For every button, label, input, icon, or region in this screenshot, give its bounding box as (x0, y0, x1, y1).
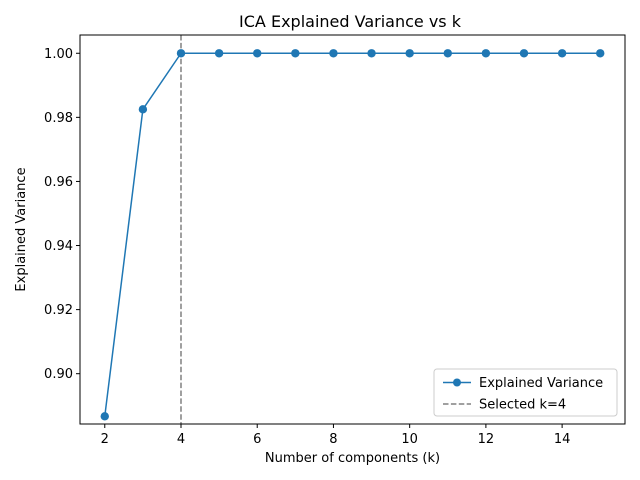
data-point (329, 49, 338, 58)
y-tick-label: 0.92 (44, 303, 73, 318)
y-tick-label: 1.00 (44, 47, 73, 62)
axes-frame (79, 34, 626, 425)
chart-title: ICA Explained Variance vs k (239, 12, 462, 31)
data-point (443, 49, 452, 58)
y-tick-label: 0.96 (44, 175, 73, 190)
data-point (519, 49, 529, 58)
legend-entry-selected-k: Selected k=4 (479, 398, 566, 413)
x-axis-title: Number of components (k) (265, 451, 440, 466)
data-point (291, 49, 300, 58)
data-point (100, 412, 109, 421)
legend: Explained Variance Selected k=4 (433, 368, 618, 417)
y-tick-label: 0.94 (44, 239, 73, 254)
y-tick-label: 0.98 (44, 111, 73, 126)
plot-area (100, 35, 605, 424)
x-tick-label: 10 (401, 432, 418, 447)
x-tick-label: 8 (329, 432, 337, 447)
data-point (405, 49, 414, 58)
x-tick-label: 12 (478, 432, 495, 447)
legend-entry-explained-variance: Explained Variance (479, 376, 603, 391)
legend-swatch-marker (453, 378, 461, 387)
data-point (557, 49, 567, 58)
x-tick-label: 14 (554, 432, 571, 447)
data-point (253, 49, 262, 58)
legend-box (433, 368, 618, 417)
series-line-0 (104, 52, 601, 417)
data-point (596, 49, 605, 58)
x-tick-label: 4 (177, 432, 185, 447)
data-point (138, 105, 148, 114)
data-point (481, 49, 491, 58)
y-tick-label: 0.90 (44, 367, 73, 382)
axis-ticks: 2 4 6 8 10 12 14 0.90 0.92 0.94 0.96 0.98 1.00 (44, 47, 570, 447)
data-point (176, 49, 186, 58)
y-axis-title: Explained Variance (14, 167, 29, 291)
x-tick-label: 6 (253, 432, 261, 447)
data-point (214, 49, 224, 58)
data-point (367, 49, 376, 58)
x-tick-label: 2 (101, 432, 109, 447)
